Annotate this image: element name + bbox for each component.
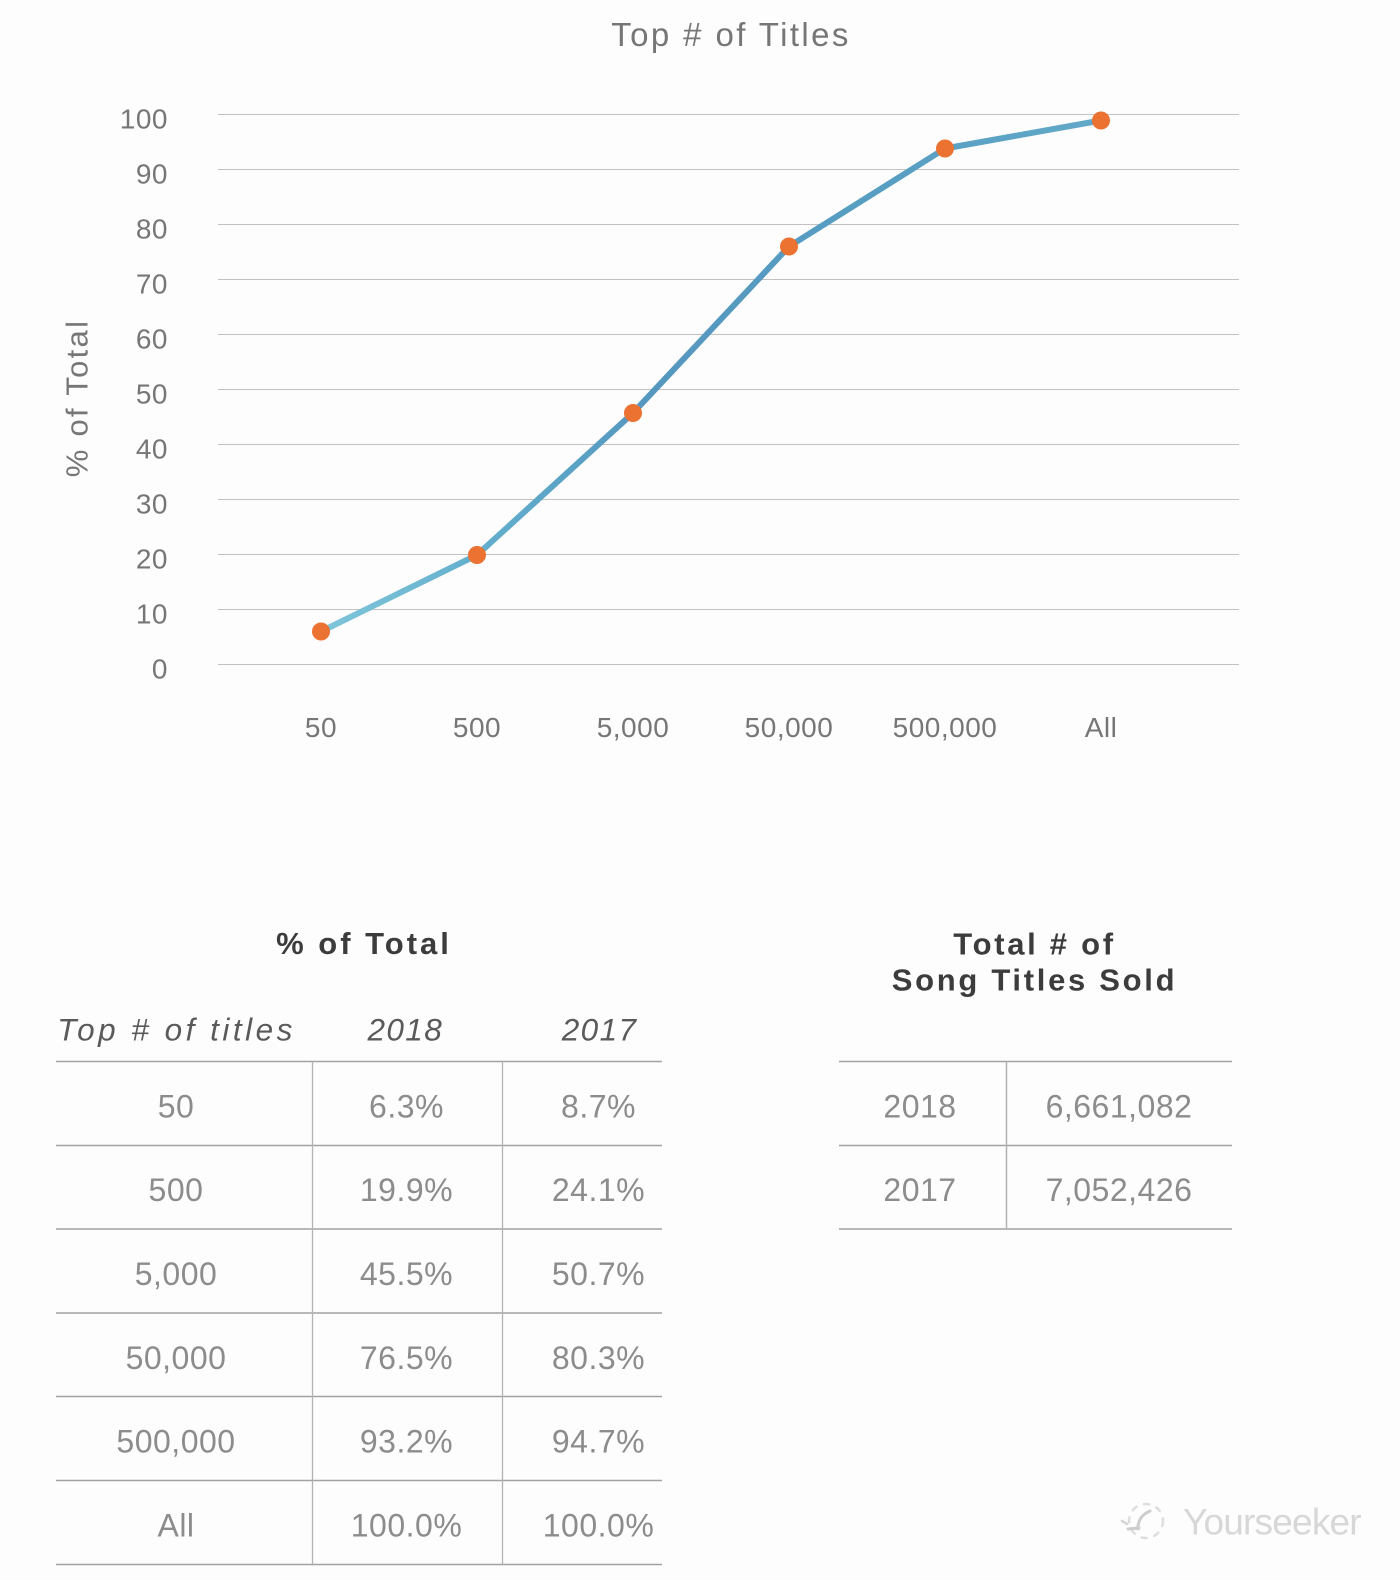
svg-text:93.2%: 93.2%	[360, 1424, 453, 1460]
svg-text:2017: 2017	[883, 1172, 956, 1208]
svg-text:50: 50	[158, 1088, 195, 1124]
svg-text:50.7%: 50.7%	[552, 1256, 645, 1292]
svg-text:100.0%: 100.0%	[543, 1507, 655, 1543]
svg-text:Top # of titles: Top # of titles	[57, 1011, 296, 1047]
svg-text:50: 50	[136, 379, 168, 410]
svg-text:500,000: 500,000	[116, 1424, 235, 1460]
svg-text:20: 20	[136, 544, 168, 575]
svg-text:40: 40	[136, 434, 168, 465]
svg-text:70: 70	[136, 269, 168, 300]
svg-text:2018: 2018	[883, 1088, 956, 1124]
svg-text:7,052,426: 7,052,426	[1046, 1172, 1193, 1208]
svg-text:Total # of: Total # of	[953, 927, 1115, 962]
svg-text:5,000: 5,000	[597, 712, 670, 743]
svg-text:All: All	[157, 1507, 194, 1543]
svg-text:500: 500	[149, 1172, 204, 1208]
svg-text:Yourseeker: Yourseeker	[1183, 1502, 1361, 1543]
svg-text:94.7%: 94.7%	[552, 1424, 645, 1460]
svg-text:50,000: 50,000	[126, 1340, 227, 1376]
svg-text:10: 10	[136, 599, 168, 630]
svg-text:500: 500	[453, 712, 501, 743]
svg-text:100.0%: 100.0%	[351, 1507, 463, 1543]
svg-text:80.3%: 80.3%	[552, 1340, 645, 1376]
svg-text:% of Total: % of Total	[60, 319, 95, 478]
svg-text:8.7%: 8.7%	[561, 1088, 636, 1124]
svg-text:50: 50	[305, 712, 337, 743]
svg-text:Song Titles Sold: Song Titles Sold	[892, 963, 1177, 998]
svg-text:50,000: 50,000	[745, 712, 834, 743]
svg-text:60: 60	[136, 324, 168, 355]
svg-text:30: 30	[136, 489, 168, 520]
svg-text:500,000: 500,000	[893, 712, 998, 743]
svg-text:2018: 2018	[366, 1011, 443, 1047]
svg-text:2017: 2017	[561, 1011, 638, 1047]
svg-text:All: All	[1085, 712, 1118, 743]
svg-text:6,661,082: 6,661,082	[1046, 1088, 1193, 1124]
svg-text:24.1%: 24.1%	[552, 1172, 645, 1208]
svg-text:80: 80	[136, 214, 168, 245]
svg-text:Top # of Titles: Top # of Titles	[611, 16, 851, 53]
svg-text:45.5%: 45.5%	[360, 1256, 453, 1292]
svg-text:0: 0	[152, 654, 168, 685]
svg-text:% of Total: % of Total	[276, 926, 452, 961]
svg-text:100: 100	[120, 104, 168, 135]
svg-text:5,000: 5,000	[135, 1256, 218, 1292]
svg-text:19.9%: 19.9%	[360, 1172, 453, 1208]
svg-text:76.5%: 76.5%	[360, 1340, 453, 1376]
svg-text:6.3%: 6.3%	[369, 1088, 444, 1124]
svg-text:90: 90	[136, 159, 168, 190]
